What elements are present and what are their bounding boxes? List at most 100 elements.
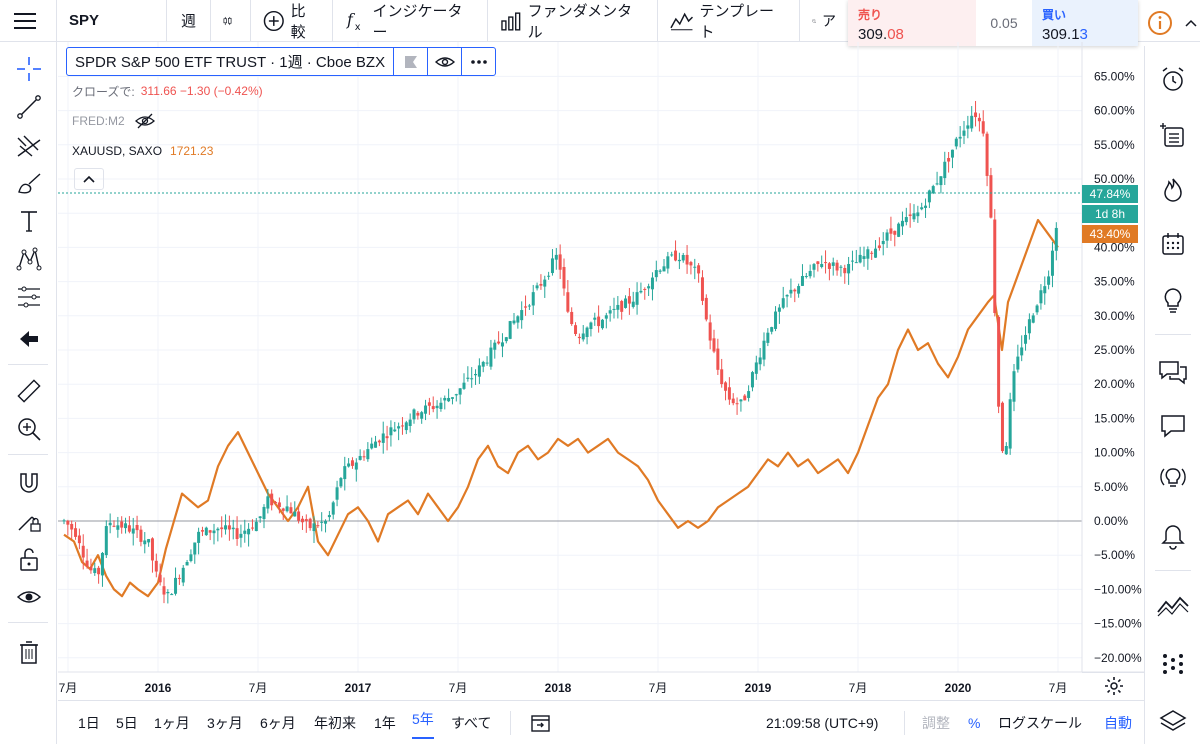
more-button[interactable] — [461, 48, 495, 75]
price-tick-label: −15.00% — [1094, 617, 1142, 631]
pattern-tool[interactable] — [0, 240, 57, 278]
pitchfork-tool[interactable] — [0, 126, 57, 164]
buy-button[interactable]: 買い 309.13 — [1032, 0, 1138, 46]
xau-row[interactable]: XAUUSD, SAXO 1721.23 — [72, 136, 496, 166]
candle-body — [408, 419, 412, 426]
range-all[interactable]: すべて — [451, 715, 492, 731]
candle-body — [274, 502, 278, 504]
interval-button[interactable]: 週 — [167, 0, 211, 41]
candle-body — [374, 441, 378, 448]
crosshair-tool[interactable] — [0, 50, 57, 88]
unlock-tool[interactable] — [0, 540, 57, 578]
sell-price-frac: 08 — [887, 26, 904, 43]
chart-canvas[interactable]: 65.00%60.00%55.00%50.00%45.00%40.00%35.0… — [58, 42, 1144, 702]
compare-button[interactable]: 比較 — [251, 0, 333, 41]
range-6m[interactable]: 6ヶ月 — [260, 715, 296, 731]
ideas-button[interactable] — [1145, 280, 1200, 320]
candle-body — [850, 260, 854, 262]
candle-body — [677, 259, 681, 262]
hamburger-icon — [14, 12, 36, 29]
price-axis[interactable]: 65.00%60.00%55.00%50.00%45.00%40.00%35.0… — [1094, 69, 1142, 664]
fundamentals-button[interactable]: ファンダメンタル — [488, 0, 658, 41]
range-1d[interactable]: 1日 — [78, 715, 100, 731]
goto-date-button[interactable] — [530, 701, 552, 744]
text-tool[interactable] — [0, 202, 57, 240]
alerts-panel-button[interactable] — [1145, 60, 1200, 100]
chart-pane[interactable]: 65.00%60.00%55.00%50.00%45.00%40.00%35.0… — [58, 42, 1144, 695]
chats-button[interactable] — [1145, 352, 1200, 392]
back-tool[interactable] — [0, 320, 57, 358]
candle-body — [527, 305, 531, 307]
info-button[interactable] — [1138, 0, 1182, 46]
layers-button[interactable] — [1145, 702, 1200, 742]
candle-body — [820, 264, 824, 268]
candle-body — [208, 530, 212, 533]
range-3m[interactable]: 3ヶ月 — [207, 715, 243, 731]
dom-button[interactable] — [1145, 644, 1200, 684]
visibility-button[interactable] — [427, 48, 461, 75]
range-5y[interactable]: 5年 — [412, 701, 434, 739]
chevron-up-icon — [1185, 19, 1197, 27]
watchlist-button[interactable] — [1145, 116, 1200, 156]
remove-drawings-tool[interactable] — [0, 634, 57, 672]
candle-body — [116, 525, 120, 530]
brush-tool[interactable] — [0, 164, 57, 202]
hotlist-button[interactable] — [1145, 170, 1200, 210]
chart-settings-button[interactable] — [1100, 672, 1128, 700]
adjust-toggle[interactable]: 調整 — [922, 715, 950, 731]
eye-off-icon[interactable] — [134, 113, 155, 129]
fred-row[interactable]: FRED:M2 — [72, 106, 496, 136]
flag-button[interactable] — [393, 48, 427, 75]
candle-body — [289, 507, 293, 514]
clock-display[interactable]: 21:09:58 (UTC+9) — [766, 715, 879, 731]
zoom-tool[interactable] — [0, 410, 57, 448]
calendar-button[interactable] — [1145, 224, 1200, 264]
candle-body — [750, 372, 754, 388]
collapse-legend-button[interactable] — [74, 168, 104, 190]
candle-body — [762, 340, 766, 360]
candle-body — [624, 298, 628, 308]
trading-panel-button[interactable] — [1145, 586, 1200, 626]
candle-body — [931, 186, 935, 194]
alert-button[interactable]: ア — [800, 0, 848, 41]
text-icon — [20, 211, 37, 232]
time-axis[interactable]: 7月 2016 7月 2017 7月 2018 7月 2019 7月 2020 7月 — [59, 681, 1068, 695]
candle-body — [381, 433, 385, 443]
candle-body — [866, 249, 870, 259]
chart-type-button[interactable] — [211, 0, 251, 41]
close-row: クローズで: 311.66 −1.30 (−0.42%) — [72, 76, 496, 106]
candle-body — [1043, 286, 1047, 294]
fundamentals-label: ファンダメンタル — [527, 2, 633, 41]
streams-button[interactable] — [1145, 458, 1200, 498]
percent-toggle[interactable]: % — [968, 715, 981, 731]
candle-body — [174, 577, 178, 594]
templates-button[interactable]: テンプレート — [658, 0, 800, 41]
symbol-search-button[interactable]: SPY — [57, 0, 167, 41]
calendar-icon — [1162, 233, 1184, 255]
candle-body — [924, 205, 928, 208]
prediction-tool[interactable] — [0, 278, 57, 316]
candle-body — [485, 362, 489, 364]
range-ytd[interactable]: 年初来 — [314, 715, 356, 731]
hide-drawings-tool[interactable] — [0, 578, 57, 616]
menu-button[interactable] — [0, 0, 57, 41]
range-1m[interactable]: 1ヶ月 — [154, 715, 190, 731]
trendline-tool[interactable] — [0, 88, 57, 126]
candle-body — [270, 493, 274, 506]
time-tick-label: 2020 — [945, 681, 972, 695]
chat-button[interactable] — [1145, 406, 1200, 446]
sell-button[interactable]: 売り 309.08 — [848, 0, 976, 46]
candle-body — [550, 258, 554, 274]
log-scale-toggle[interactable]: ログスケール — [998, 715, 1082, 731]
lock-drawing-tool[interactable] — [0, 502, 57, 540]
magnet-tool[interactable] — [0, 464, 57, 502]
range-5d[interactable]: 5日 — [116, 715, 138, 731]
measure-tool[interactable] — [0, 372, 57, 410]
candle-body — [158, 574, 162, 583]
collapse-trade-button[interactable] — [1182, 0, 1200, 46]
auto-scale-toggle[interactable]: 自動 — [1104, 715, 1132, 731]
notifications-button[interactable] — [1145, 516, 1200, 556]
main-series-legend[interactable]: SPDR S&P 500 ETF TRUST · 1週 · Cboe BZX — [66, 47, 497, 76]
range-1y[interactable]: 1年 — [374, 715, 396, 731]
